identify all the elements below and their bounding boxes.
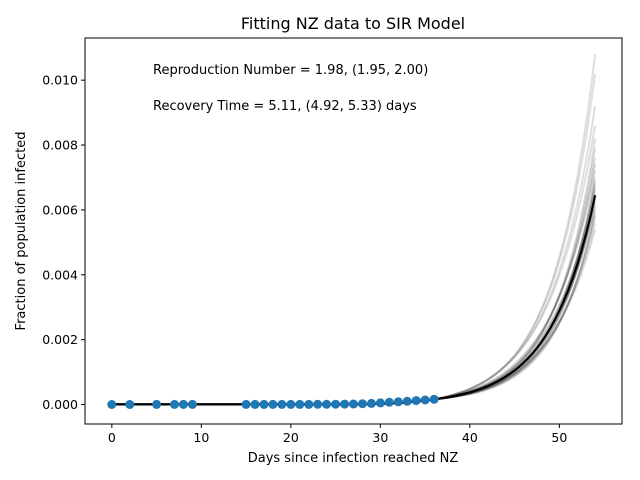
observed-point: [250, 399, 260, 409]
observed-point: [295, 399, 305, 409]
observed-point: [322, 399, 332, 409]
observed-point: [187, 399, 197, 409]
y-tick-label: 0.002: [42, 332, 78, 347]
observed-point: [384, 397, 394, 407]
y-axis-label: Fraction of population infected: [14, 132, 29, 331]
y-tick-label: 0.010: [42, 73, 78, 88]
fit-sample-line: [111, 190, 597, 406]
annotation-recovery-time: Recovery Time = 5.11, (4.92, 5.33) days: [153, 99, 417, 114]
observed-point: [152, 399, 162, 409]
observed-point: [358, 399, 367, 409]
fit-sample-line: [111, 193, 597, 406]
observed-point: [366, 398, 376, 408]
x-tick-label: 30: [372, 430, 388, 445]
fit-sample-line: [111, 212, 597, 406]
observed-point: [125, 400, 135, 409]
x-tick-label: 10: [193, 430, 209, 445]
fit-sample-line: [111, 199, 597, 406]
observed-point: [178, 399, 188, 409]
observed-point: [375, 398, 385, 408]
y-tick-label: 0.000: [42, 397, 78, 412]
x-tick-label: 50: [551, 430, 567, 445]
observed-point: [429, 394, 439, 404]
observed-point: [340, 399, 350, 409]
observed-point: [107, 400, 117, 409]
observed-point: [241, 399, 251, 409]
observed-point: [259, 399, 269, 409]
x-tick-label: 0: [108, 430, 116, 445]
observed-point: [286, 399, 296, 409]
chart-title: Fitting NZ data to SIR Model: [241, 14, 465, 33]
observed-point: [304, 399, 314, 409]
observed-point: [331, 399, 341, 409]
annotation-reproduction-number: Reproduction Number = 1.98, (1.95, 2.00): [153, 63, 428, 78]
y-tick-label: 0.006: [42, 202, 78, 217]
x-tick-label: 40: [462, 430, 478, 445]
fit-sample-line: [111, 203, 597, 406]
observed-point: [420, 395, 430, 405]
x-tick-label: 20: [283, 430, 299, 445]
fit-sample-line: [111, 222, 597, 406]
fit-sample-line: [111, 206, 597, 406]
plot-frame: [84, 37, 623, 425]
y-tick-label: 0.008: [42, 138, 78, 153]
observed-point: [393, 397, 403, 407]
fit-sample-line: [111, 216, 597, 406]
observed-point: [268, 399, 278, 409]
observed-point: [170, 399, 179, 409]
fit-sample-line: [111, 196, 597, 406]
observed-point: [277, 399, 287, 409]
fit-sample-line: [111, 209, 597, 406]
axes: 0 10 20 30 40 50 0.000 0.002 0.004 0.006 0.008 0.01…: [42, 37, 623, 445]
plot-area: [107, 54, 597, 409]
fit-sample-line: [111, 229, 597, 406]
observed-point: [411, 396, 421, 406]
observed-point: [313, 399, 323, 409]
best-fit-line: [111, 195, 597, 406]
observed-point: [402, 396, 412, 406]
observed-point: [349, 399, 358, 409]
x-axis-label: Days since infection reached NZ: [248, 451, 459, 466]
y-tick-label: 0.004: [42, 267, 78, 282]
